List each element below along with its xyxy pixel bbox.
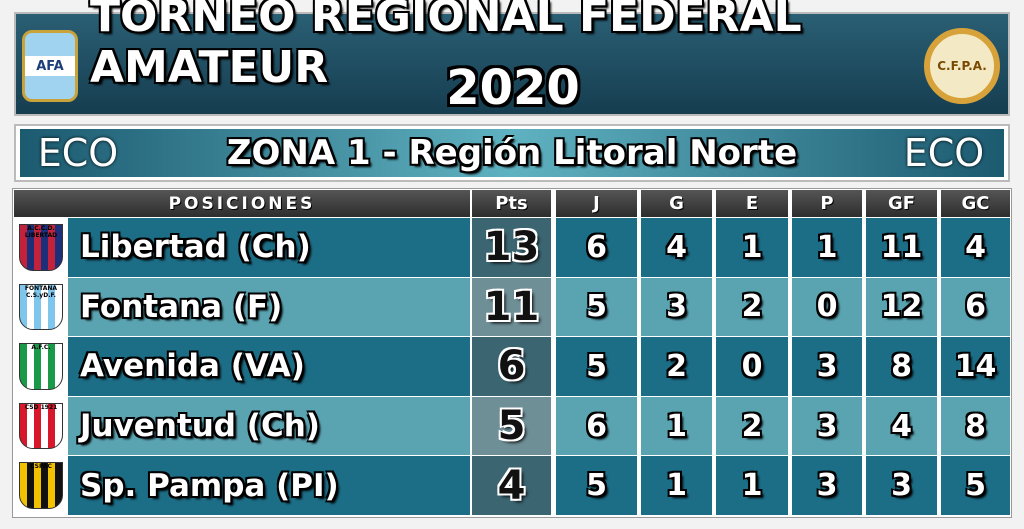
crest-badge: CSPAC [19, 462, 63, 509]
zone-title: ZONA 1 - Región Litoral Norte [226, 133, 798, 173]
stat: 4 [941, 218, 1010, 277]
column-header: E [716, 190, 788, 217]
stat: 1 [716, 218, 788, 277]
column-header: J [556, 190, 637, 217]
column-header: GF [866, 190, 937, 217]
stat: 5 [556, 277, 637, 337]
stat: 2 [641, 337, 712, 396]
stat: 4 [641, 218, 712, 277]
stat: 1 [792, 218, 862, 277]
stat: 3 [792, 396, 862, 456]
crest-badge: A.C.C.D. LIBERTAD [19, 224, 63, 271]
column-header: Pts [472, 190, 551, 217]
stat: 3 [792, 337, 862, 396]
right-logo: C.F.P.A. [924, 28, 1000, 104]
crest-badge: FONTANA C.S.yD.F. [19, 283, 63, 331]
team-name: Juventud (Ch) [68, 396, 470, 456]
stat: 5 [556, 337, 637, 396]
crest-badge: CSD 1921 [19, 402, 63, 450]
sponsor-left: ECO [37, 131, 119, 175]
year: 2020 [446, 60, 580, 116]
stat: 0 [792, 277, 862, 337]
stat: 1 [716, 456, 788, 515]
left-logo: AFA [22, 30, 78, 102]
header-banner [14, 12, 1010, 116]
column-header: GC [941, 190, 1010, 217]
column-header: POSICIONES [14, 190, 470, 217]
zone-banner [20, 129, 1004, 177]
stat: 6 [556, 218, 637, 277]
stat: 3 [792, 456, 862, 515]
crest-badge: A.F.C. [19, 343, 63, 390]
stat: 12 [866, 277, 937, 337]
stat: 1 [641, 456, 712, 515]
stat: 6 [941, 277, 1010, 337]
stat: 0 [716, 337, 788, 396]
stat: 8 [866, 337, 937, 396]
stat: 5 [941, 456, 1010, 515]
stat: 4 [866, 396, 937, 456]
team-name: Libertad (Ch) [68, 218, 470, 277]
stat: 5 [556, 456, 637, 515]
stat: 2 [716, 396, 788, 456]
points: 5 [472, 396, 551, 456]
stat: 6 [556, 396, 637, 456]
points: 11 [472, 277, 551, 337]
column-header: P [792, 190, 862, 217]
stat: 14 [941, 337, 1010, 396]
points: 6 [472, 337, 551, 396]
points: 13 [472, 218, 551, 277]
stat: 8 [941, 396, 1010, 456]
team-name: Sp. Pampa (PI) [68, 456, 470, 515]
team-name: Avenida (VA) [68, 337, 470, 396]
sponsor-right: ECO [903, 131, 985, 175]
team-name: Fontana (F) [68, 277, 470, 337]
stat: 3 [641, 277, 712, 337]
points: 4 [472, 456, 551, 515]
stat: 2 [716, 277, 788, 337]
stat: 3 [866, 456, 937, 515]
stat: 1 [641, 396, 712, 456]
stat: 11 [866, 218, 937, 277]
column-header: G [641, 190, 712, 217]
